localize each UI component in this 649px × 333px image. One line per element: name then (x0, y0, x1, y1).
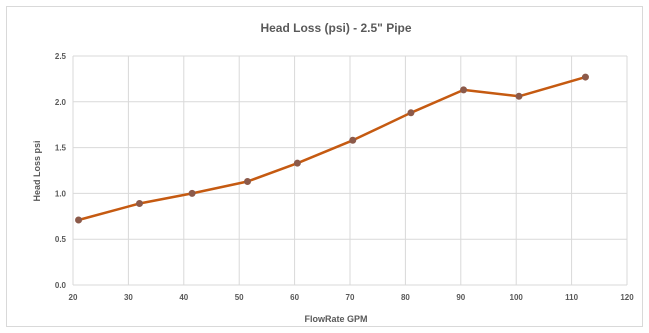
data-point (349, 136, 357, 144)
x-tick-label: 20 (69, 293, 78, 302)
y-tick-label: 0.5 (55, 235, 67, 244)
data-point (293, 159, 301, 167)
series-layer (75, 73, 589, 224)
series-line (77, 75, 587, 222)
y-axis-title: Head Loss psi (32, 140, 42, 201)
x-tick-label: 110 (565, 293, 578, 302)
chart-title: Head Loss (psi) - 2.5" Pipe (260, 21, 411, 35)
data-point (75, 216, 83, 224)
x-tick-label: 30 (124, 293, 133, 302)
x-axis-title: FlowRate GPM (304, 314, 367, 324)
chart-frame (6, 6, 643, 327)
x-tick-label: 80 (401, 293, 410, 302)
data-point (135, 199, 143, 207)
x-tick-label: 60 (290, 293, 299, 302)
y-tick-label: 1.5 (55, 144, 67, 153)
y-tick-label: 2.0 (55, 98, 67, 107)
data-point (188, 189, 196, 197)
x-tick-label: 90 (456, 293, 465, 302)
y-tick-label: 2.5 (55, 52, 67, 61)
x-tick-label: 120 (620, 293, 634, 302)
data-point (244, 177, 252, 185)
x-tick-label: 100 (510, 293, 524, 302)
y-tick-labels: 0.0 0.5 1.0 1.5 2.0 2.5 (55, 52, 67, 290)
data-point (581, 73, 589, 81)
x-tick-label: 50 (235, 293, 244, 302)
x-tick-label: 70 (346, 293, 355, 302)
data-point (515, 92, 523, 100)
data-point (407, 109, 415, 117)
y-tick-label: 0.0 (55, 281, 67, 290)
data-point (460, 86, 468, 94)
x-tick-label: 40 (179, 293, 188, 302)
x-tick-labels: 20 30 40 50 60 70 80 90 100 110 120 (69, 293, 635, 302)
y-tick-label: 1.0 (55, 189, 67, 198)
